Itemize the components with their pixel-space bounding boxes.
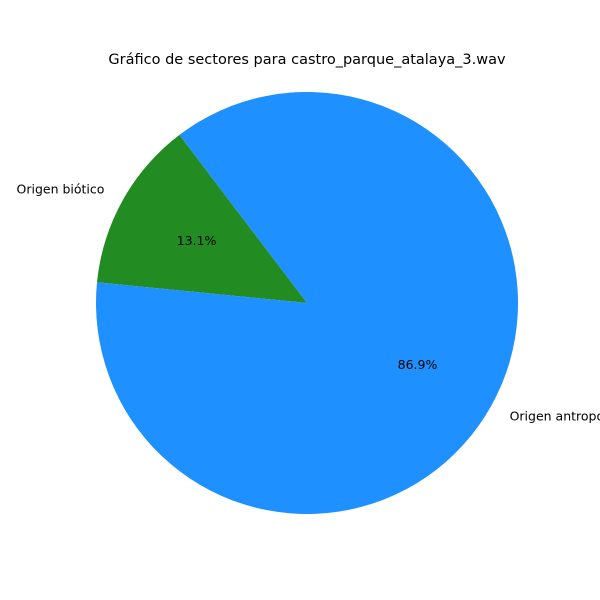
pie-slices <box>96 91 519 515</box>
pie-slice <box>96 91 519 515</box>
pie-slice <box>97 134 307 303</box>
slice-percentage: 86.9% <box>398 357 438 372</box>
slice-label: Origen antropofónico <box>510 408 600 423</box>
slice-percentage: 13.1% <box>177 233 217 248</box>
chart-title: Gráfico de sectores para castro_parque_a… <box>108 52 506 68</box>
pie-labels: Origen biótico 13.1% Origen antropofónico 8… <box>17 182 600 424</box>
slice-label: Origen biótico <box>17 182 105 197</box>
